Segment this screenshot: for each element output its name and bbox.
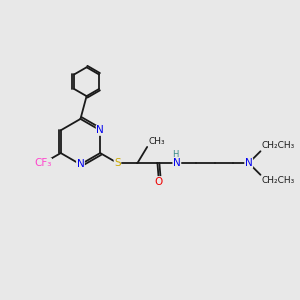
Text: CH₂CH₃: CH₂CH₃ xyxy=(262,176,295,184)
Text: H: H xyxy=(172,150,179,159)
Text: CF₃: CF₃ xyxy=(34,158,51,169)
Text: S: S xyxy=(114,158,121,168)
Text: N: N xyxy=(96,125,104,135)
Text: CH₃: CH₃ xyxy=(148,137,165,146)
Text: N: N xyxy=(173,158,181,168)
Text: CH₂CH₃: CH₂CH₃ xyxy=(262,141,295,150)
Text: N: N xyxy=(245,158,253,168)
Text: N: N xyxy=(76,159,84,170)
Text: O: O xyxy=(155,177,163,187)
